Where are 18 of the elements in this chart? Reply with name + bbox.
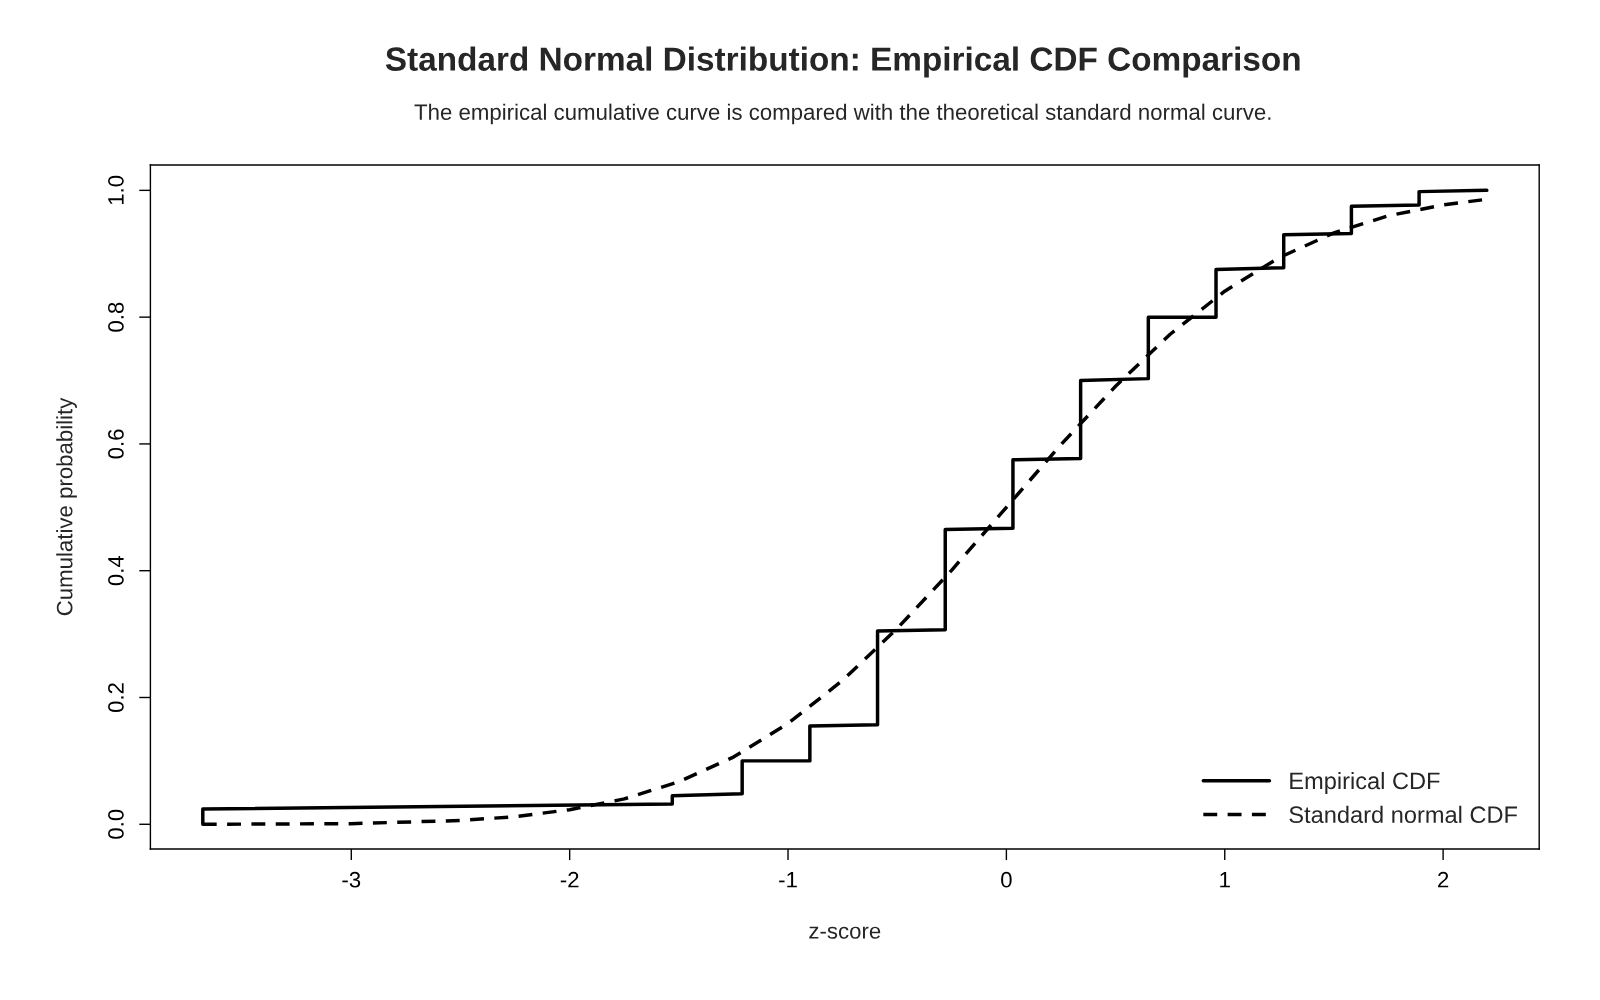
- chart-title: Standard Normal Distribution: Empirical CDF Comparison: [385, 46, 1300, 78]
- x-tick-label: 0: [1001, 871, 1012, 888]
- y-tick-label: 0.2: [108, 683, 124, 713]
- y-tick-label: 0.6: [108, 429, 124, 459]
- chart-subtitle: The empirical cumulative curve is compared with the theoretical standard normal curve.: [414, 103, 1271, 125]
- y-tick-label: 0.4: [108, 555, 124, 586]
- legend-label: Standard normal CDF: [1289, 805, 1518, 824]
- x-tick-label: 2: [1438, 871, 1449, 888]
- y-tick-label: 1.0: [108, 175, 124, 205]
- y-tick-label: 0.8: [108, 302, 124, 332]
- y-tick-label: 0.0: [108, 809, 124, 839]
- y-axis-title: Cumulative probability: [56, 397, 77, 616]
- x-tick-label: -2: [560, 871, 579, 888]
- x-axis-title: z-score: [809, 926, 881, 939]
- x-tick-label: -1: [779, 872, 797, 888]
- legend-label: Empirical CDF: [1290, 771, 1440, 794]
- x-tick-label: -3: [342, 871, 361, 888]
- x-tick-label: 1: [1220, 872, 1230, 888]
